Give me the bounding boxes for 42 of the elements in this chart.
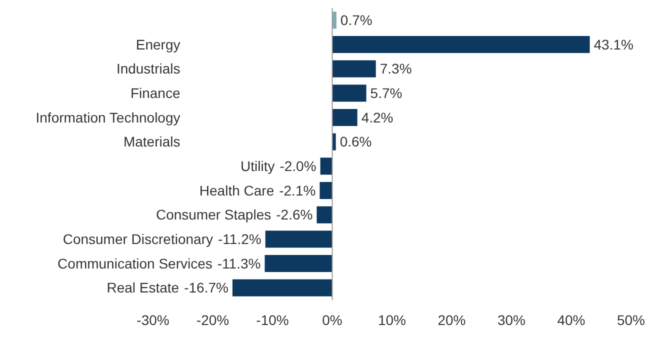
x-tick-label: -30% bbox=[136, 312, 170, 328]
bar bbox=[332, 60, 376, 78]
data-label: -16.7% bbox=[184, 280, 228, 296]
y-tick-label: Energy bbox=[136, 36, 180, 52]
y-tick-label: Industrials bbox=[116, 60, 180, 77]
bar bbox=[332, 84, 366, 102]
data-label: 0.6% bbox=[340, 134, 372, 150]
y-tick-label: Materials bbox=[123, 134, 180, 150]
data-label: -2.6% bbox=[276, 206, 313, 223]
y-tick-label: Communication Services bbox=[58, 255, 212, 272]
x-tick-label: 20% bbox=[438, 312, 466, 328]
y-tick-label: Real Estate bbox=[106, 280, 180, 296]
x-tick-label: -10% bbox=[256, 312, 289, 328]
x-tick-label: 0% bbox=[322, 312, 342, 328]
bar bbox=[232, 279, 332, 296]
data-label: 4.2% bbox=[361, 109, 394, 126]
data-label: -2.0% bbox=[280, 158, 316, 174]
data-label: -11.3% bbox=[217, 255, 261, 272]
y-tick-label: Consumer Staples bbox=[156, 206, 272, 223]
bar bbox=[320, 182, 332, 200]
data-label: 0.7% bbox=[340, 12, 372, 28]
y-tick-label: Finance bbox=[130, 85, 180, 102]
y-tick-label: Consumer Discretionary bbox=[62, 231, 213, 248]
data-label: -11.2% bbox=[218, 231, 262, 248]
x-tick-label: -20% bbox=[196, 312, 230, 328]
data-label: 5.7% bbox=[370, 85, 402, 102]
data-label: 7.3% bbox=[380, 60, 412, 77]
data-label: 43.1% bbox=[594, 36, 634, 52]
y-tick-label: Health Care bbox=[199, 182, 274, 198]
y-tick-label: Information Technology bbox=[36, 109, 180, 126]
bar bbox=[320, 158, 332, 175]
bar bbox=[332, 108, 358, 126]
x-tick-label: 50% bbox=[616, 312, 646, 328]
data-label: -2.1% bbox=[279, 182, 316, 198]
bar bbox=[264, 254, 332, 272]
bar bbox=[332, 36, 590, 54]
y-tick-label: Utility bbox=[240, 158, 275, 174]
bar bbox=[316, 206, 332, 224]
x-tick-label: 10% bbox=[378, 312, 406, 328]
x-tick-label: 40% bbox=[557, 312, 586, 328]
x-tick-label: 30% bbox=[497, 312, 526, 328]
bar bbox=[265, 230, 332, 248]
